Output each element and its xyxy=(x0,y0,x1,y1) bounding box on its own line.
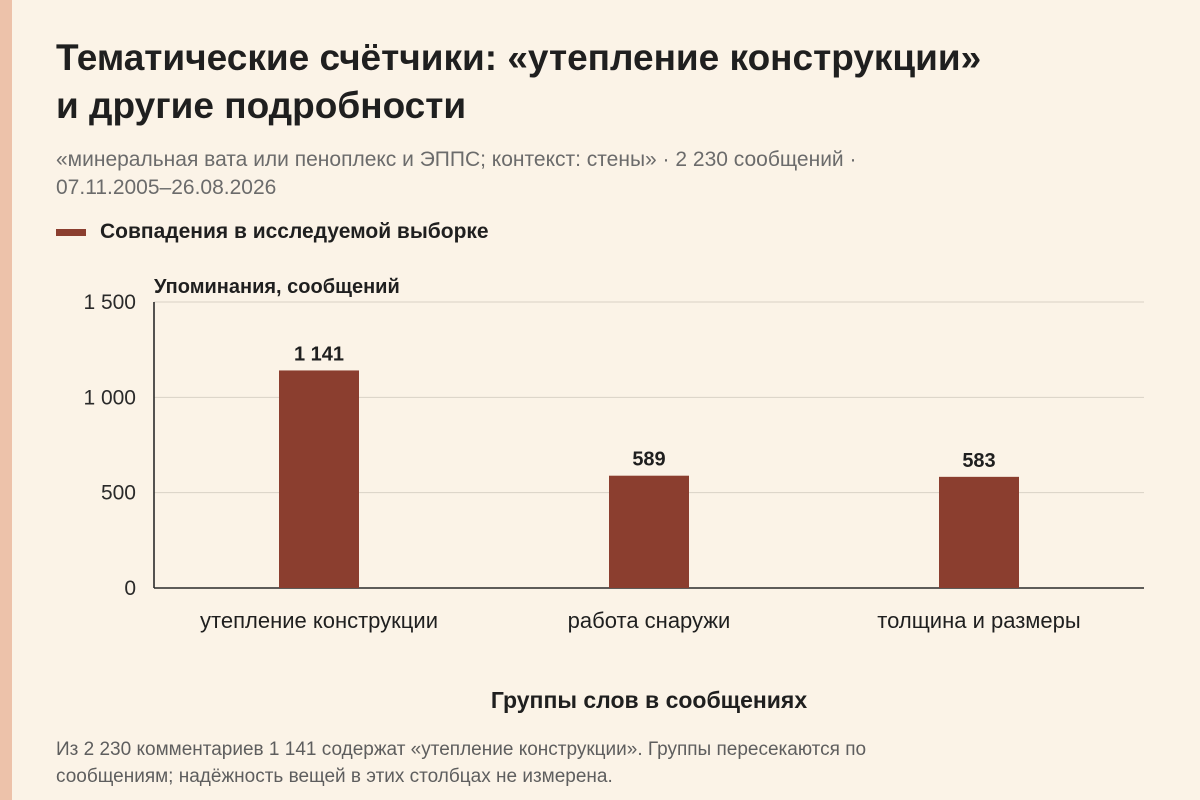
y-axis-title: Упоминания, сообщений xyxy=(154,276,400,298)
footnote: Из 2 230 комментариев 1 141 содержат «ут… xyxy=(56,736,1156,790)
y-tick-label: 1 500 xyxy=(83,291,136,314)
bar-value-label: 583 xyxy=(962,450,995,472)
chart-title-line-2: и другие подробности xyxy=(56,85,467,126)
chart-title: Тематические счётчики: «утепление констр… xyxy=(56,34,1156,130)
chart-subtitle-line-1: «минеральная вата или пеноплекс и ЭППС; … xyxy=(56,148,857,171)
footnote-line-1: Из 2 230 комментариев 1 141 содержат «ут… xyxy=(56,739,867,760)
legend-swatch xyxy=(56,228,86,236)
bar xyxy=(939,476,1019,588)
x-tick-label: утепление конструкции xyxy=(200,608,438,633)
bar-value-label: 589 xyxy=(632,449,665,471)
y-tick-label: 0 xyxy=(124,577,136,600)
label-layer: 0 500 1 000 1 500 1 141 утепление конструкции… xyxy=(83,291,1080,633)
bar-layer xyxy=(279,370,1019,588)
footnote-line-2: сообщениям; надёжность вещей в этих стол… xyxy=(56,766,613,787)
x-tick-label: работа снаружи xyxy=(568,608,731,633)
x-axis-title: Группы слов в сообщениях xyxy=(491,687,807,713)
x-tick-label: толщина и размеры xyxy=(877,608,1080,633)
legend-label: Совпадения в исследуемой выборке xyxy=(100,220,489,243)
chart-subtitle: «минеральная вата или пеноплекс и ЭППС; … xyxy=(56,146,1156,202)
y-tick-label: 500 xyxy=(101,482,136,505)
chart-subtitle-line-2: 07.11.2005–26.08.2026 xyxy=(56,176,277,199)
bar xyxy=(609,475,689,588)
bar-value-label: 1 141 xyxy=(294,343,344,365)
chart-title-line-1: Тематические счётчики: «утепление констр… xyxy=(56,37,982,78)
chart-legend: Совпадения в исследуемой выборке xyxy=(56,218,489,246)
bar xyxy=(279,370,359,588)
y-tick-label: 1 000 xyxy=(83,386,136,409)
accent-strip xyxy=(0,0,12,800)
